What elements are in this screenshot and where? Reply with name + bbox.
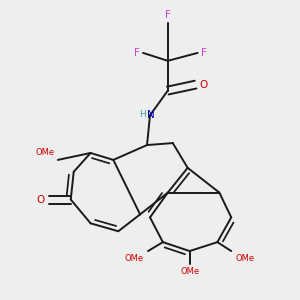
Text: F: F (134, 48, 140, 58)
Text: O: O (37, 194, 45, 205)
Text: OMe: OMe (125, 254, 144, 263)
Text: O: O (200, 80, 208, 90)
Text: OMe: OMe (235, 254, 254, 263)
Text: OMe: OMe (36, 148, 55, 157)
Text: H: H (139, 110, 146, 119)
Text: OMe: OMe (180, 267, 199, 276)
Text: F: F (200, 48, 206, 58)
Text: F: F (165, 10, 171, 20)
Text: N: N (147, 110, 155, 120)
